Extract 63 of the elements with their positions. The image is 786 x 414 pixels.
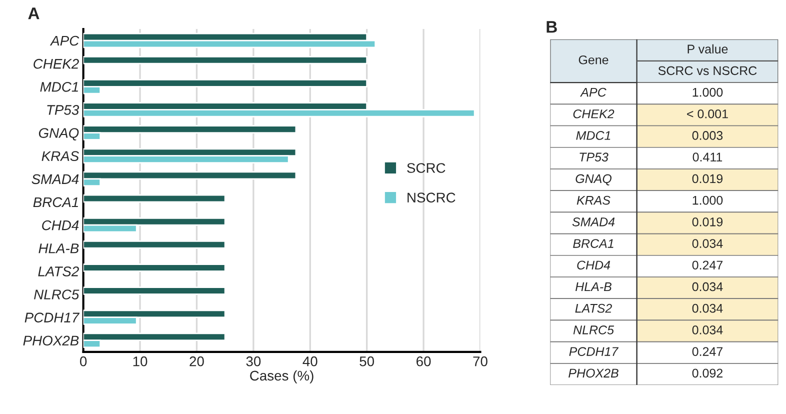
text: 0.034: [692, 282, 723, 292]
category-label: GNAQ: [576, 174, 612, 186]
y-tick-label: MDC1: [40, 82, 78, 92]
category-label: CHEK2: [573, 109, 614, 118]
y-tick-label: BRCA1: [33, 197, 78, 208]
y-tick-label: KRAS: [42, 151, 79, 162]
bar: [83, 264, 226, 272]
category-label: Gene: [578, 55, 608, 64]
text: 0.247: [692, 347, 722, 356]
text: < 0.001: [687, 109, 728, 118]
bar: [83, 240, 226, 249]
y-tick-label: TP53: [47, 105, 80, 115]
legend-label: NSCRC: [408, 192, 456, 203]
y-tick-label: PHOX2B: [23, 336, 79, 346]
x-tick-label: 40: [302, 356, 318, 366]
y-tick-label: SMAD4: [32, 174, 79, 184]
text: 0.034: [692, 304, 723, 313]
y-tick-label: LATS2: [38, 266, 79, 276]
text: 1.000: [692, 88, 723, 97]
text: 0.019: [692, 217, 723, 226]
y-tick-label: PCDH17: [24, 312, 80, 322]
text: 0.019: [692, 174, 723, 184]
y-tick-label: CHEK2: [34, 58, 79, 69]
y-tick-label: HLA-B: [38, 244, 79, 254]
category-label: CHD4: [577, 260, 610, 270]
legend-label: SCRC: [407, 163, 446, 173]
category-label: HLA-B: [575, 282, 612, 292]
category-label: SMAD4: [572, 217, 615, 226]
text: 0.003: [692, 131, 723, 140]
x-tick-label: 20: [190, 356, 204, 366]
category-label: TP53: [580, 152, 608, 162]
text: 0.034: [692, 239, 723, 248]
text: B: [546, 21, 557, 33]
y-tick-label: GNAQ: [38, 128, 79, 140]
chart-title: A: [28, 8, 40, 20]
text: 0.092: [692, 368, 722, 378]
category-label: BRCA1: [573, 239, 614, 248]
y-tick-label: CHD4: [42, 220, 79, 230]
category-label: MDC1: [576, 131, 610, 140]
y-tick-label: NLRC5: [34, 290, 80, 300]
x-tick-label: 30: [246, 356, 261, 366]
category-label: LATS2: [575, 304, 612, 313]
category-label: PCDH17: [569, 347, 619, 356]
x-tick-label: 50: [360, 356, 374, 366]
x-axis-title: Cases (%): [250, 370, 314, 384]
text: 1.000: [692, 196, 723, 205]
x-tick-label: 0: [80, 356, 87, 366]
text: 0.411: [692, 152, 722, 162]
bar: [83, 56, 368, 64]
category-label: APC: [580, 88, 606, 97]
text: 0.247: [692, 260, 722, 270]
bar: [83, 286, 226, 295]
y-tick-label: APC: [50, 36, 80, 46]
category-label: P value: [688, 44, 728, 54]
text: SCRC vs NSCRC: [658, 66, 757, 76]
text: 0.034: [692, 326, 723, 334]
x-tick-label: 10: [133, 356, 148, 366]
category-label: KRAS: [576, 196, 610, 205]
bar: [83, 194, 226, 203]
x-tick-label: 60: [416, 356, 431, 366]
x-tick-label: 70: [473, 356, 488, 366]
category-label: PHOX2B: [568, 368, 618, 378]
category-label: NLRC5: [573, 326, 614, 334]
